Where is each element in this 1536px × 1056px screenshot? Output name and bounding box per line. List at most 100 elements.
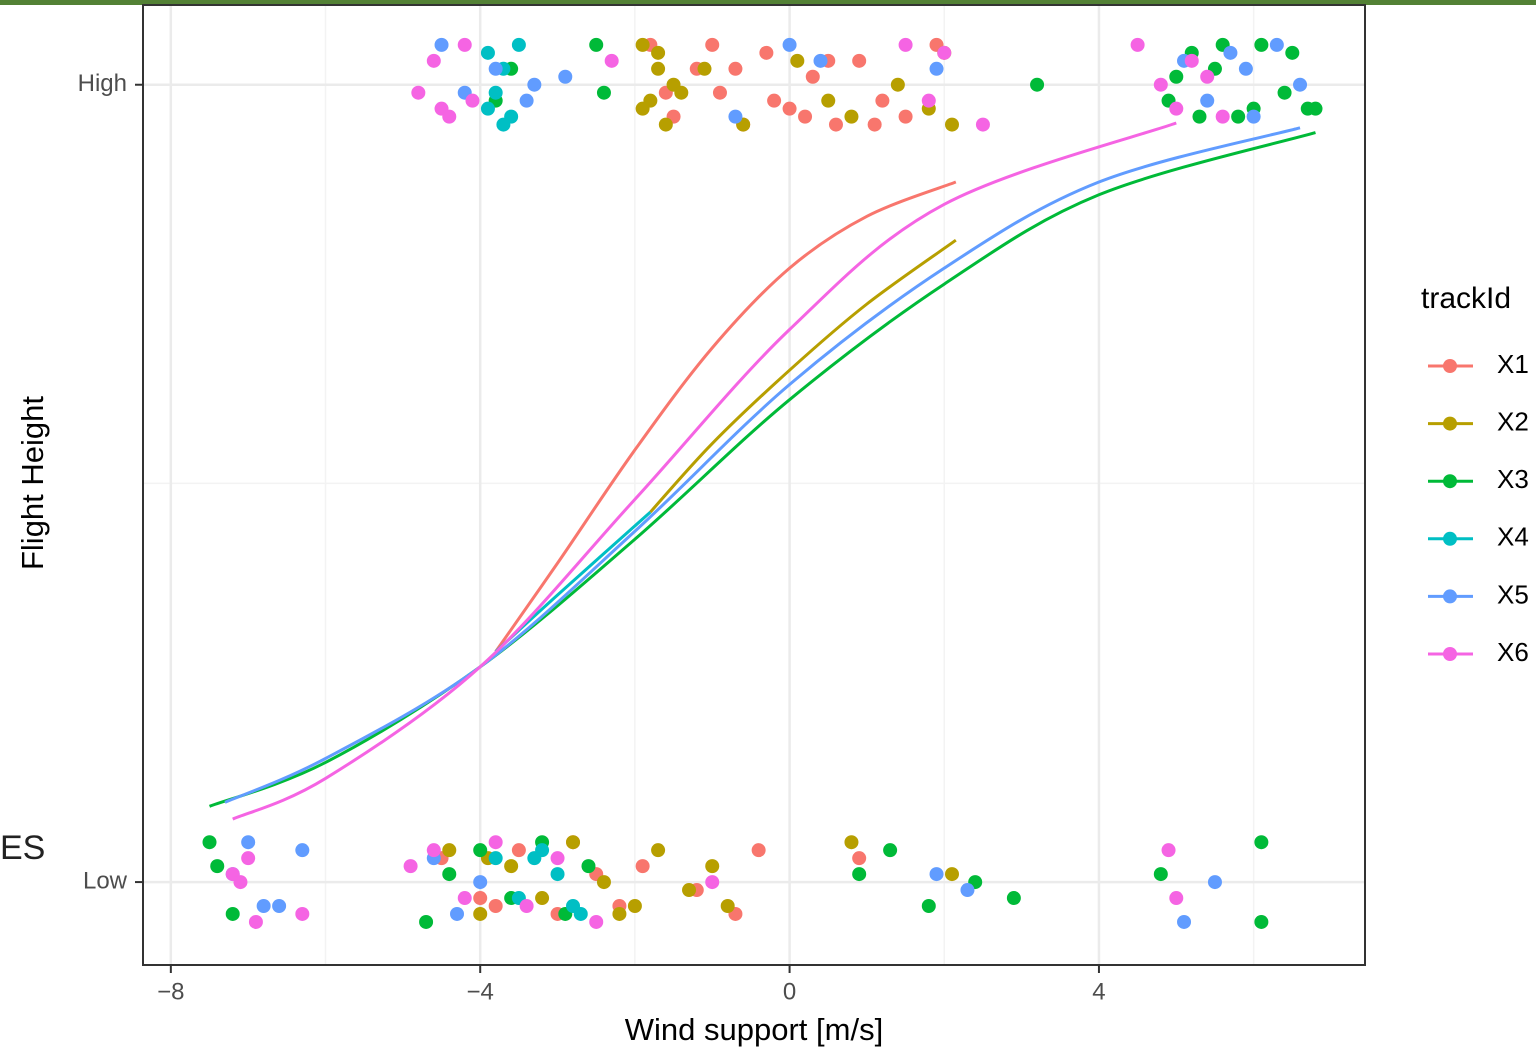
point xyxy=(635,37,650,52)
point xyxy=(1192,109,1207,124)
legend-label: X6 xyxy=(1497,637,1529,667)
point xyxy=(1231,109,1246,124)
point xyxy=(1169,101,1184,116)
legend-key-dot xyxy=(1443,416,1457,431)
point xyxy=(1254,37,1269,52)
point xyxy=(488,835,503,850)
point xyxy=(519,93,534,108)
point xyxy=(295,843,310,858)
point xyxy=(295,906,310,921)
point xyxy=(898,109,913,124)
point xyxy=(705,37,720,52)
point xyxy=(844,835,859,850)
point xyxy=(573,906,588,921)
point xyxy=(558,69,573,84)
fit-line xyxy=(224,126,1301,804)
point xyxy=(975,117,990,132)
point xyxy=(867,117,882,132)
point xyxy=(898,37,913,52)
point xyxy=(442,867,457,882)
point xyxy=(1030,77,1045,92)
legend-key-dot xyxy=(1443,531,1457,546)
point xyxy=(651,843,666,858)
legend-title: trackId xyxy=(1421,282,1511,315)
point xyxy=(960,883,975,898)
top-bar xyxy=(0,0,1536,5)
point xyxy=(929,61,944,76)
point xyxy=(596,85,611,100)
point xyxy=(1285,45,1300,60)
point xyxy=(1254,835,1269,850)
point xyxy=(1177,914,1192,929)
point xyxy=(782,37,797,52)
point xyxy=(233,875,248,890)
point xyxy=(434,37,449,52)
point xyxy=(937,45,952,60)
point xyxy=(720,898,735,913)
point xyxy=(674,85,689,100)
point xyxy=(1169,891,1184,906)
point xyxy=(635,101,650,116)
point xyxy=(1254,914,1269,929)
point xyxy=(697,61,712,76)
point xyxy=(1200,93,1215,108)
point xyxy=(790,53,805,68)
x-tick-label: −4 xyxy=(467,978,494,1005)
point xyxy=(256,898,271,913)
point xyxy=(712,85,727,100)
point xyxy=(527,77,542,92)
point xyxy=(488,898,503,913)
point xyxy=(1238,61,1253,76)
point xyxy=(511,843,526,858)
point xyxy=(821,93,836,108)
point xyxy=(944,117,959,132)
point xyxy=(488,61,503,76)
y-axis-title: Flight Height xyxy=(15,396,50,570)
legend-key-dot xyxy=(1443,359,1457,373)
fit-line xyxy=(232,121,1177,821)
point xyxy=(241,835,256,850)
point xyxy=(1153,77,1168,92)
point xyxy=(944,867,959,882)
point xyxy=(798,109,813,124)
point xyxy=(1246,109,1261,124)
point xyxy=(225,906,240,921)
point xyxy=(828,117,843,132)
point xyxy=(651,45,666,60)
point xyxy=(496,117,511,132)
point xyxy=(596,875,611,890)
point xyxy=(1169,69,1184,84)
legend-key-dot xyxy=(1443,647,1457,661)
point xyxy=(813,53,828,68)
point xyxy=(248,914,263,929)
point xyxy=(1006,891,1021,906)
point xyxy=(202,835,217,850)
point xyxy=(658,117,673,132)
point xyxy=(519,898,534,913)
point xyxy=(550,851,565,866)
point xyxy=(473,875,488,890)
point xyxy=(210,859,225,874)
point xyxy=(1161,843,1176,858)
point xyxy=(550,867,565,882)
fit-line xyxy=(649,238,957,514)
point xyxy=(535,891,550,906)
point xyxy=(1277,85,1292,100)
point xyxy=(1200,69,1215,84)
point xyxy=(403,859,418,874)
legend-label: X4 xyxy=(1497,522,1529,552)
point xyxy=(511,37,526,52)
point xyxy=(589,914,604,929)
point xyxy=(1130,37,1145,52)
point xyxy=(751,843,766,858)
point xyxy=(457,891,472,906)
fit-line xyxy=(208,131,1316,808)
point xyxy=(480,101,495,116)
point xyxy=(705,859,720,874)
point xyxy=(890,77,905,92)
point xyxy=(805,69,820,84)
point xyxy=(1184,53,1199,68)
point xyxy=(929,867,944,882)
legend-label: X3 xyxy=(1497,464,1529,494)
